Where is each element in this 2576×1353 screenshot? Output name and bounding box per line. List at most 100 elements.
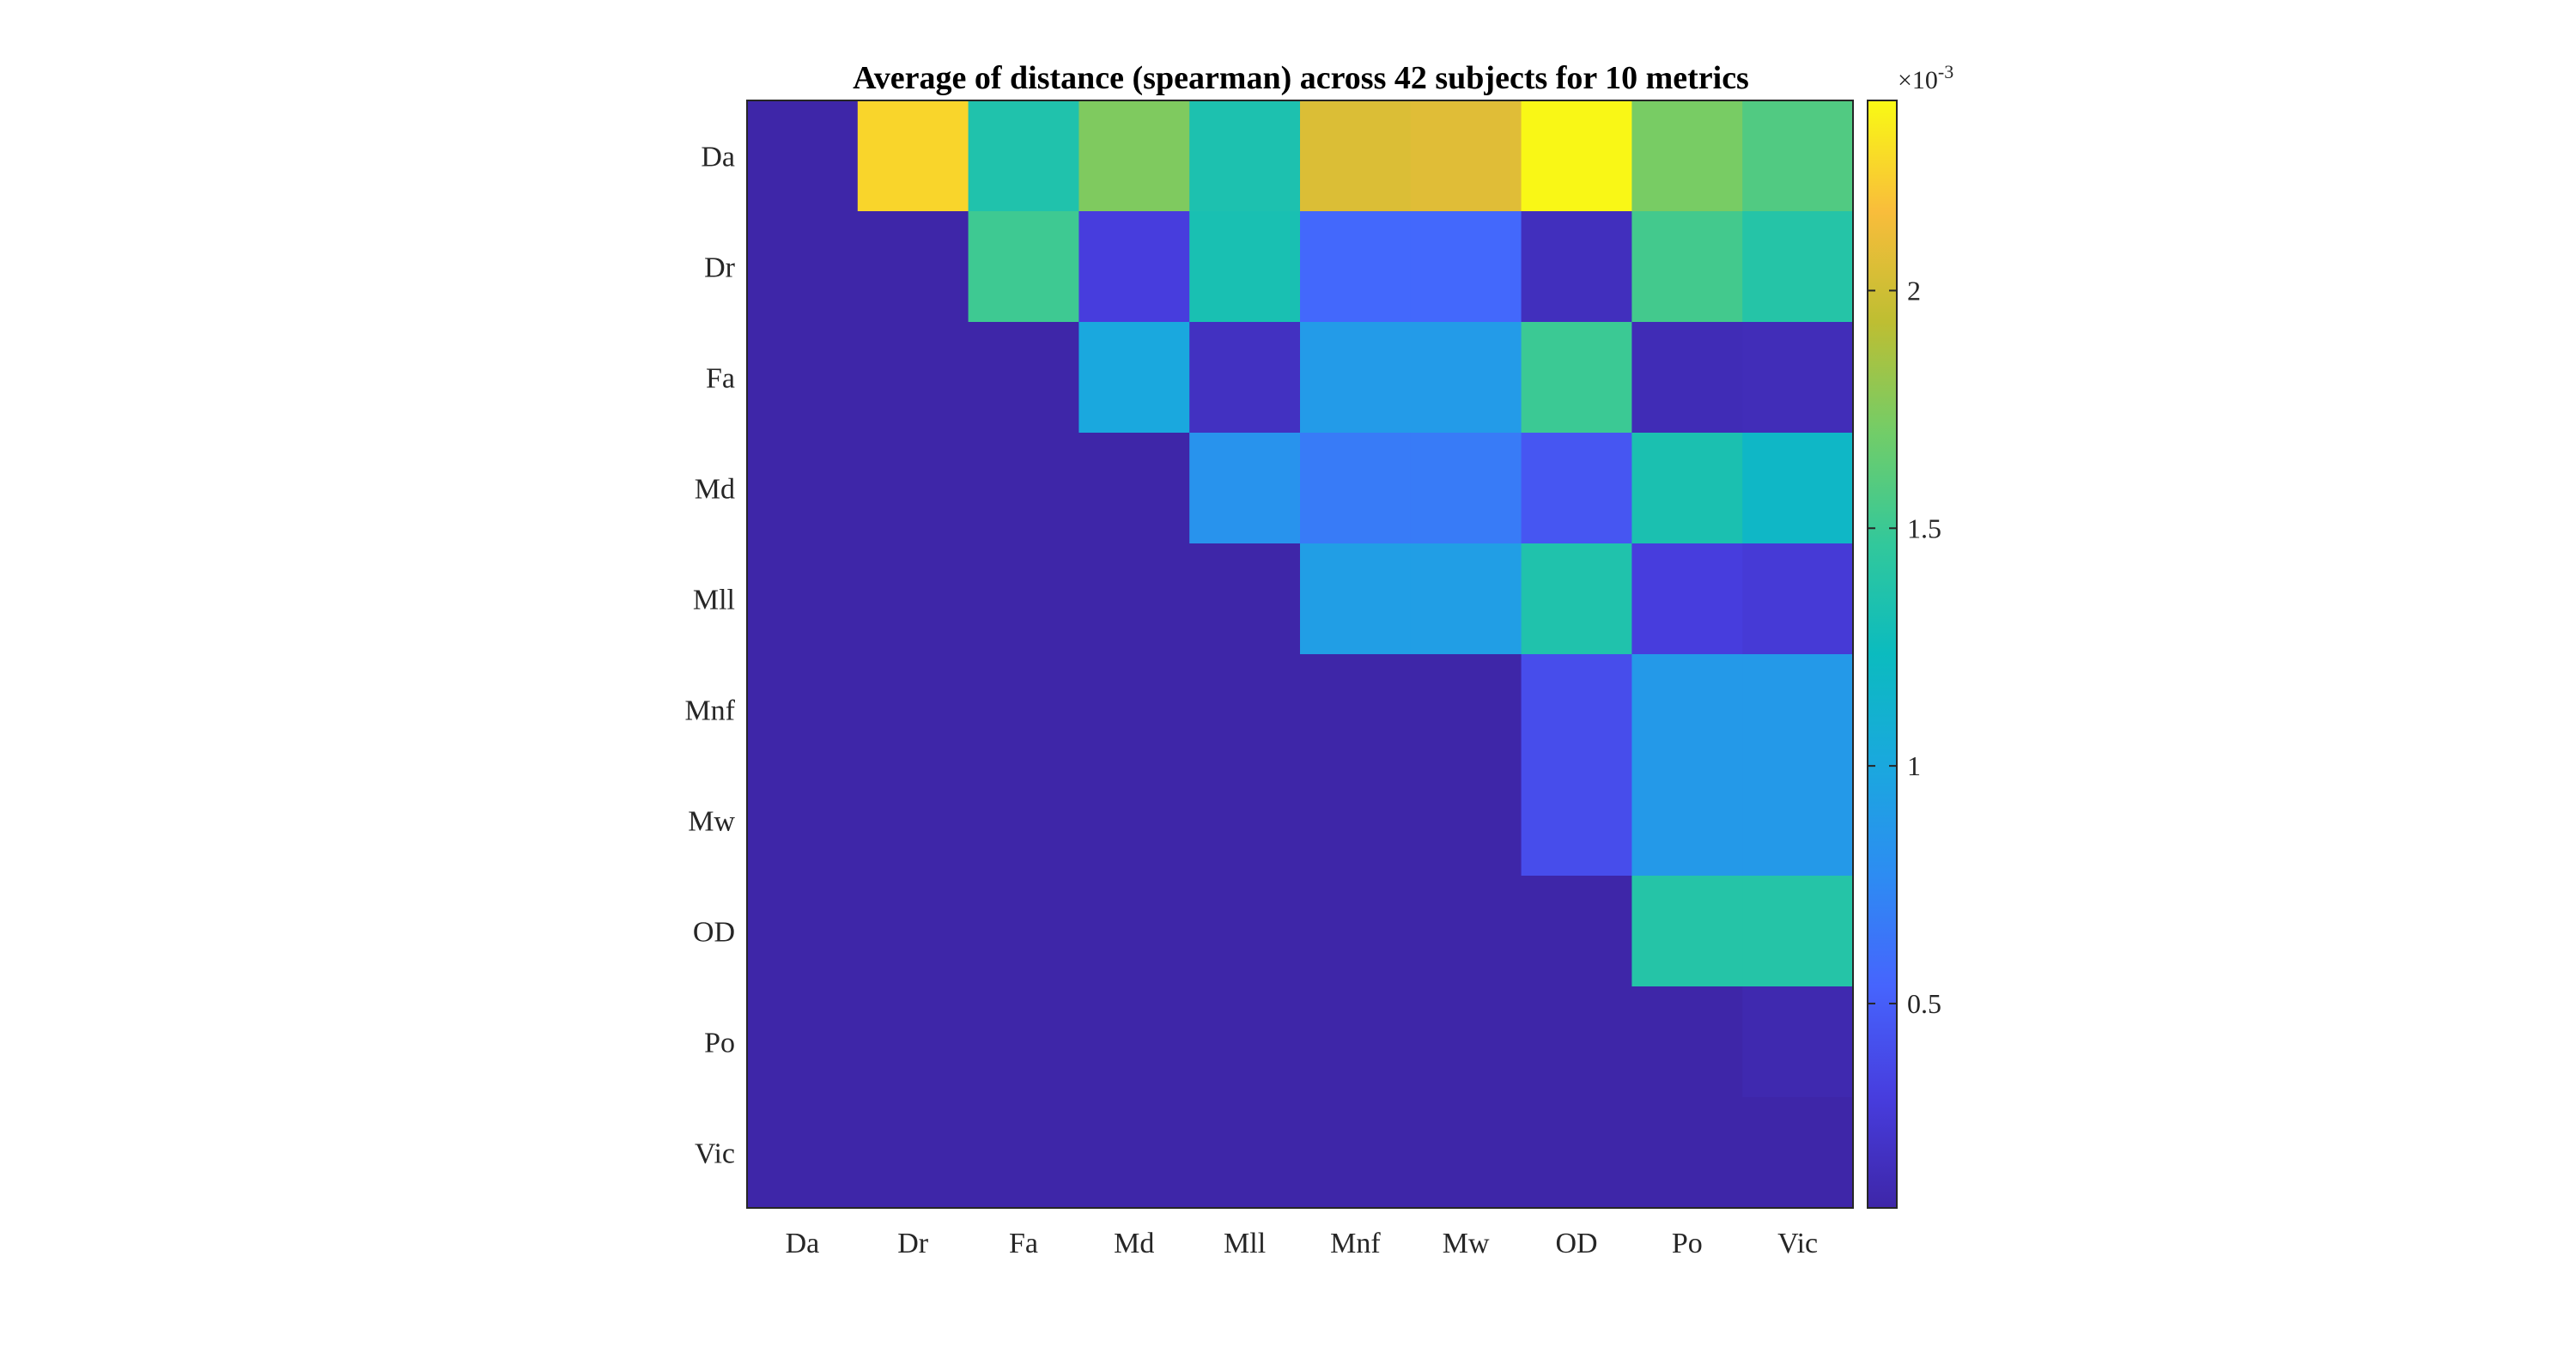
heatmap-cell-Da-Fa [968, 100, 1079, 212]
heatmap-cells [747, 100, 1854, 1209]
colorbar-multiplier: ×10-3 [1898, 61, 1953, 94]
heatmap-cell-Po-Mll [1189, 986, 1301, 1098]
heatmap-cell-Po-Mw [1410, 986, 1522, 1098]
heatmap-cell-Po-Vic [1742, 986, 1854, 1098]
heatmap-cell-Vic-Mw [1410, 1097, 1522, 1209]
heatmap-cell-Fa-Vic [1742, 322, 1854, 434]
x-tick-label: Da [786, 1228, 820, 1259]
colorbar-gradient [1868, 100, 1897, 1208]
heatmap-cell-OD-OD [1521, 876, 1632, 987]
heatmap-cell-Mnf-Mnf [1300, 654, 1412, 766]
heatmap-cell-OD-Mll [1189, 876, 1301, 987]
heatmap-cell-Dr-Dr [857, 211, 969, 323]
heatmap-cell-Mnf-Vic [1742, 654, 1854, 766]
heatmap-cell-OD-Mnf [1300, 876, 1412, 987]
heatmap-cell-Vic-Da [747, 1097, 859, 1209]
x-tick-label: OD [1555, 1228, 1597, 1259]
heatmap-cell-Mnf-OD [1521, 654, 1632, 766]
heatmap-cell-Vic-Dr [857, 1097, 969, 1209]
y-tick-label: Mll [693, 585, 735, 616]
heatmap-cell-Mll-Md [1078, 543, 1190, 655]
heatmap-cell-Mw-Po [1631, 765, 1743, 877]
heatmap-cell-Md-Mll [1189, 433, 1301, 544]
heatmap-cell-Mll-Fa [968, 543, 1079, 655]
heatmap-cell-OD-Mw [1410, 876, 1522, 987]
heatmap-cell-Dr-Vic [1742, 211, 1854, 323]
colorbar-ticks: 0.5 1 1.5 2 [1868, 275, 1941, 1019]
heatmap-cell-OD-Md [1078, 876, 1190, 987]
heatmap-cell-Md-Fa [968, 433, 1079, 544]
colorbar-multiplier-exponent: -3 [1938, 61, 1953, 82]
heatmap-cell-OD-Vic [1742, 876, 1854, 987]
heatmap-cell-Da-Mw [1410, 100, 1522, 212]
x-tick-label: Fa [1009, 1228, 1038, 1259]
heatmap-cell-Md-OD [1521, 433, 1632, 544]
heatmap-cell-Md-Vic [1742, 433, 1854, 544]
heatmap-cell-Po-Md [1078, 986, 1190, 1098]
y-tick-label: Fa [706, 363, 735, 395]
heatmap-cell-Dr-Fa [968, 211, 1079, 323]
y-axis-tick-labels: Da Dr Fa Md Mll Mnf Mw OD Po Vic [684, 142, 735, 1170]
heatmap-cell-Md-Po [1631, 433, 1743, 544]
heatmap-cell-Vic-Po [1631, 1097, 1743, 1209]
plot-frame [746, 100, 1854, 1209]
heatmap-cell-Po-Fa [968, 986, 1079, 1098]
y-tick-label: Md [695, 474, 735, 506]
heatmap-cell-Vic-Mnf [1300, 1097, 1412, 1209]
heatmap-cell-Mll-Da [747, 543, 859, 655]
heatmap-cell-Dr-Mw [1410, 211, 1522, 323]
x-tick-label: Mw [1443, 1228, 1490, 1259]
heatmap-cell-Mw-Mll [1189, 765, 1301, 877]
heatmap-cell-Mnf-Po [1631, 654, 1743, 766]
heatmap-cell-Mll-Mnf [1300, 543, 1412, 655]
colorbar-tick-label: 1 [1907, 750, 1921, 781]
y-tick-label: Da [701, 142, 735, 173]
heatmap-cell-Po-Po [1631, 986, 1743, 1098]
heatmap-cell-Mnf-Fa [968, 654, 1079, 766]
heatmap-cell-Mw-Dr [857, 765, 969, 877]
heatmap-cell-Dr-Md [1078, 211, 1190, 323]
heatmap-cell-Mnf-Mw [1410, 654, 1522, 766]
heatmap-cell-Md-Mw [1410, 433, 1522, 544]
colorbar-tick-label: 1.5 [1907, 513, 1941, 543]
heatmap-cell-Fa-Po [1631, 322, 1743, 434]
heatmap-cell-Da-Dr [857, 100, 969, 212]
heatmap-cell-Dr-Da [747, 211, 859, 323]
heatmap-cell-Fa-Dr [857, 322, 969, 434]
x-tick-label: Mll [1224, 1228, 1266, 1259]
heatmap-cell-Mw-Da [747, 765, 859, 877]
heatmap-cell-OD-Po [1631, 876, 1743, 987]
heatmap-cell-Da-OD [1521, 100, 1632, 212]
x-tick-label: Md [1114, 1228, 1154, 1259]
heatmap-cell-Md-Da [747, 433, 859, 544]
heatmap-cell-Vic-Fa [968, 1097, 1079, 1209]
heatmap-cell-Mw-Fa [968, 765, 1079, 877]
heatmap-cell-Fa-Da [747, 322, 859, 434]
x-tick-label: Dr [897, 1228, 929, 1259]
heatmap-cell-Vic-Mll [1189, 1097, 1301, 1209]
heatmap-cell-Mll-Vic [1742, 543, 1854, 655]
heatmap-cell-Po-OD [1521, 986, 1632, 1098]
heatmap-cell-Vic-Vic [1742, 1097, 1854, 1209]
y-tick-label: Vic [695, 1138, 735, 1170]
heatmap-cell-Da-Po [1631, 100, 1743, 212]
heatmap-cell-Mw-Md [1078, 765, 1190, 877]
x-tick-label: Vic [1777, 1228, 1818, 1259]
x-tick-label: Po [1672, 1228, 1703, 1259]
heatmap-cell-Md-Mnf [1300, 433, 1412, 544]
heatmap-cell-Fa-Mnf [1300, 322, 1412, 434]
heatmap-cell-Da-Mnf [1300, 100, 1412, 212]
chart-title: Average of distance (spearman) across 42… [853, 60, 1749, 96]
heatmap-cell-Vic-OD [1521, 1097, 1632, 1209]
x-axis-tick-labels: Da Dr Fa Md Mll Mnf Mw OD Po Vic [786, 1228, 1819, 1259]
heatmap-cell-Po-Da [747, 986, 859, 1098]
heatmap-cell-Dr-Mnf [1300, 211, 1412, 323]
heatmap-cell-Mll-Mw [1410, 543, 1522, 655]
heatmap-cell-Md-Md [1078, 433, 1190, 544]
x-tick-label: Mnf [1330, 1228, 1381, 1259]
heatmap-cell-Md-Dr [857, 433, 969, 544]
heatmap-cell-Dr-Po [1631, 211, 1743, 323]
heatmap-cell-Mnf-Da [747, 654, 859, 766]
colorbar-multiplier-base: ×10 [1898, 66, 1938, 94]
